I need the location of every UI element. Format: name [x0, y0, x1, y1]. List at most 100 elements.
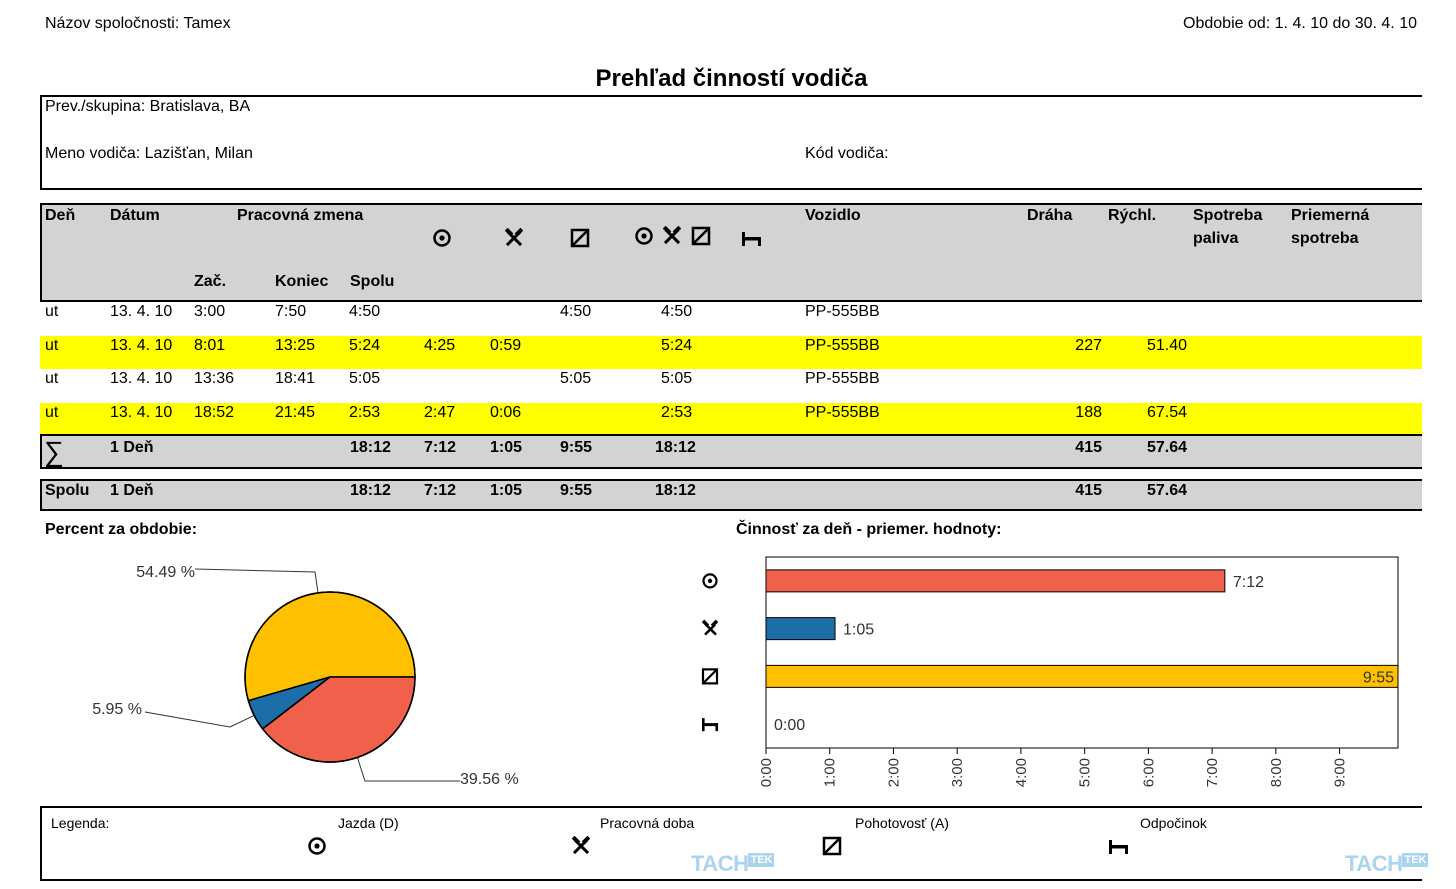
pie-label: 54.49 %: [136, 564, 195, 581]
col-shift: Pracovná zmena: [237, 207, 364, 224]
x-tick-label: 4:00: [1013, 758, 1030, 787]
rest-icon: [741, 228, 763, 248]
bar-chart-title: Činnosť za deň - priemer. hodnoty:: [736, 521, 1002, 538]
col-spolu: Spolu: [350, 273, 395, 290]
driver-code: Kód vodiča:: [805, 145, 889, 162]
total-row-bottom: [40, 509, 1422, 511]
drive-icon: [432, 228, 452, 248]
bar-label: 9:55: [1363, 669, 1394, 686]
sum-row-left: [40, 434, 42, 469]
bar: [765, 617, 836, 641]
x-tick-label: 3:00: [949, 758, 966, 787]
availability-icon: [570, 228, 590, 248]
x-tick-label: 7:00: [1204, 758, 1221, 787]
table-header-bottom: [40, 300, 1422, 302]
page-title: Prehľad činností vodiča: [595, 65, 868, 92]
info-bottom-border: [40, 188, 1422, 190]
cell-zac: 18:52: [194, 404, 235, 421]
cell-den: ut: [45, 337, 59, 354]
total-avail: 9:55: [560, 482, 593, 499]
cell-vehicle: PP-555BB: [805, 337, 880, 354]
group-label: Prev./skupina: Bratislava, BA: [45, 98, 251, 115]
cell-datum: 13. 4. 10: [110, 303, 173, 320]
total-total: 18:12: [655, 482, 696, 499]
cell-total: 5:05: [661, 370, 693, 387]
x-tick-label: 5:00: [1077, 758, 1094, 787]
x-tick-label: 8:00: [1268, 758, 1285, 787]
pie-leader-line: [144, 711, 255, 728]
x-tick-label: 2:00: [885, 758, 902, 787]
x-tick-label: 6:00: [1140, 758, 1157, 787]
cell-work: 0:59: [490, 337, 522, 354]
info-top-border: [40, 95, 1422, 97]
total-days: 1 Deň: [110, 482, 154, 499]
driver-name: Meno vodiča: Lazišťan, Milan: [45, 145, 253, 162]
bar: [765, 664, 1399, 688]
total-label: Spolu: [45, 482, 90, 499]
availability-icon: [701, 668, 719, 685]
pie-label: 5.95 %: [92, 701, 142, 718]
total-row-top: [40, 479, 1422, 481]
total-work: 1:05: [490, 482, 523, 499]
cell-drive: 2:47: [424, 404, 456, 421]
cell-avail: 4:50: [560, 303, 592, 320]
legend-left-border: [40, 806, 42, 881]
col-den: Deň: [45, 207, 76, 224]
cell-koniec: 7:50: [275, 303, 307, 320]
cell-rychl: 67.54: [1146, 404, 1187, 421]
total-row-bg: [40, 480, 1422, 510]
legend-rest-label: Odpočinok: [1140, 815, 1207, 831]
table-header-top: [40, 203, 1422, 205]
cell-koniec: 18:41: [275, 370, 316, 387]
drive-icon: [307, 836, 327, 856]
tachtek-logo: TACH TEK: [691, 851, 775, 876]
legend-drive-label: Jazda (D): [338, 815, 399, 831]
info-left-border: [40, 95, 42, 190]
cell-total: 2:53: [661, 404, 693, 421]
sum-work: 1:05: [490, 439, 523, 456]
pie-chart-title: Percent za obdobie:: [45, 521, 198, 538]
sum-row-bottom: [40, 467, 1422, 469]
col-draha: Dráha: [1027, 207, 1073, 224]
cell-datum: 13. 4. 10: [110, 337, 173, 354]
row-highlight: [40, 336, 1422, 369]
cell-drive: 4:25: [424, 337, 456, 354]
period: Obdobie od: 1. 4. 10 do 30. 4. 10: [1183, 15, 1417, 32]
legend-top-border: [40, 806, 1422, 808]
cell-zac: 3:00: [194, 303, 226, 320]
pie-leader-line: [194, 568, 319, 593]
cell-zac: 8:01: [194, 337, 226, 354]
sum-row-top: [40, 434, 1422, 436]
x-tick-label: 0:00: [758, 758, 775, 787]
availability-icon: [822, 836, 842, 856]
col-spotreba-1: Spotreba: [1193, 207, 1263, 224]
col-priem-1: Priemerná: [1291, 207, 1370, 224]
cell-total: 4:50: [661, 303, 693, 320]
legend-work-label: Pracovná doba: [600, 815, 695, 831]
rest-icon: [1108, 836, 1130, 856]
cell-vehicle: PP-555BB: [805, 370, 880, 387]
bar: [765, 569, 1226, 593]
cell-spolu: 2:53: [349, 404, 381, 421]
col-zac: Zač.: [194, 273, 227, 290]
total-rychl: 57.64: [1146, 482, 1187, 499]
legend-title: Legenda:: [51, 815, 110, 831]
legend-avail-label: Pohotovosť (A): [855, 815, 949, 831]
work-icon: [701, 619, 719, 636]
col-rychl: Rýchl.: [1108, 207, 1157, 224]
sum-days: 1 Deň: [110, 439, 154, 456]
drive-icon: [634, 226, 654, 246]
x-tick-label: 9:00: [1332, 758, 1349, 787]
cell-zac: 13:36: [194, 370, 235, 387]
cell-draha: 227: [1075, 337, 1102, 354]
cell-den: ut: [45, 303, 59, 320]
legend-bottom-border: [40, 879, 1422, 881]
pie-outline: [244, 591, 416, 763]
bar-label: 7:12: [1233, 574, 1264, 591]
work-icon: [571, 836, 591, 856]
cell-datum: 13. 4. 10: [110, 404, 173, 421]
cell-total: 5:24: [661, 337, 693, 354]
sum-draha: 415: [1075, 439, 1102, 456]
rest-icon: [702, 718, 719, 732]
cell-work: 0:06: [490, 404, 522, 421]
